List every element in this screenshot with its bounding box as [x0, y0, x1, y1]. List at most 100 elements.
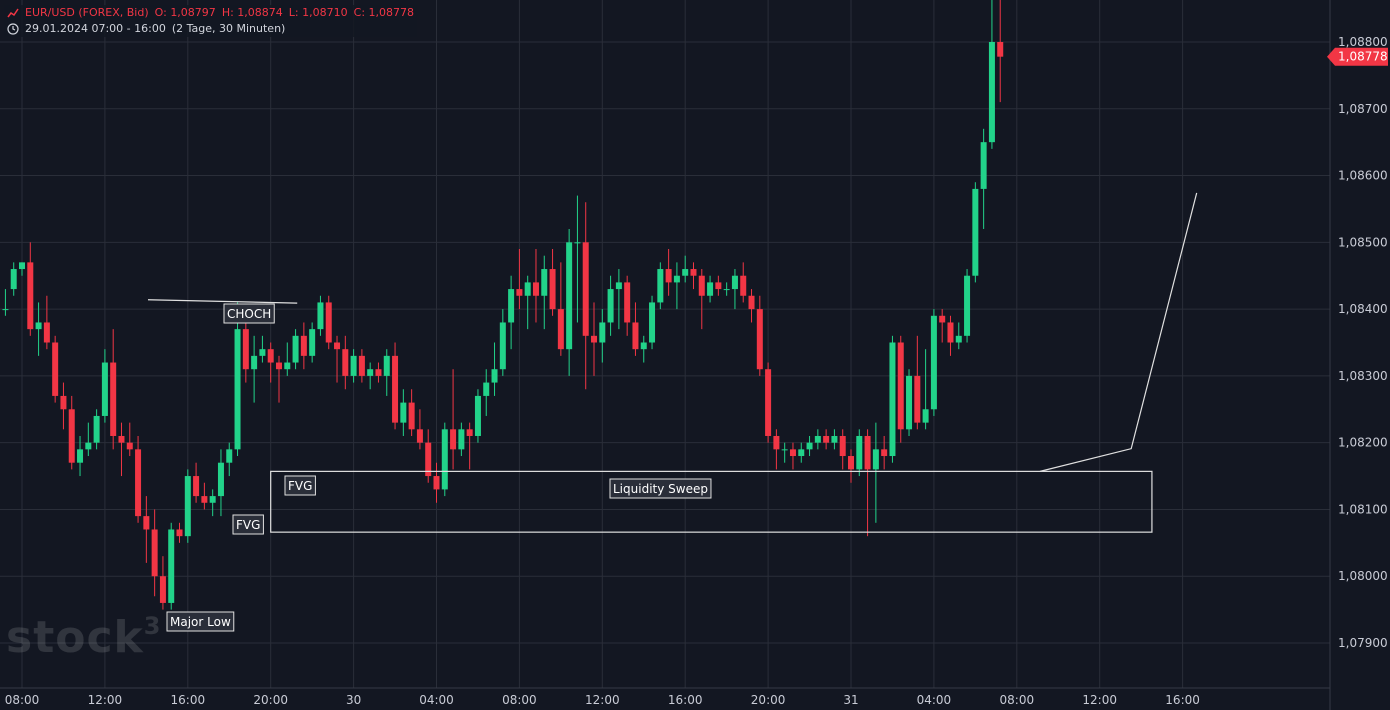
candle-bearish[interactable] [789, 449, 796, 457]
candle-bearish[interactable] [193, 476, 200, 497]
candle-bearish[interactable] [242, 329, 249, 370]
candle-bearish[interactable] [60, 395, 67, 410]
candle-bearish[interactable] [275, 362, 282, 370]
candle-bearish[interactable] [43, 322, 50, 343]
candle-bearish[interactable] [748, 295, 755, 310]
candle-bullish[interactable] [980, 142, 987, 189]
choch-label[interactable] [223, 303, 275, 324]
candle-bearish[interactable] [201, 496, 208, 503]
candle-bullish[interactable] [101, 362, 108, 416]
candle-bearish[interactable] [839, 435, 846, 457]
candle-bearish[interactable] [425, 442, 432, 477]
candle-bearish[interactable] [997, 42, 1004, 57]
candle-bearish[interactable] [632, 322, 639, 350]
candle-bearish[interactable] [392, 355, 399, 423]
candle-bullish[interactable] [814, 435, 821, 443]
candle-bullish[interactable] [508, 289, 515, 323]
candle-bearish[interactable] [756, 309, 763, 370]
candle-bearish[interactable] [27, 262, 34, 330]
candle-bearish[interactable] [947, 322, 954, 343]
candle-bullish[interactable] [350, 355, 357, 376]
candle-bearish[interactable] [881, 449, 888, 457]
candle-bullish[interactable] [317, 302, 324, 330]
candle-bullish[interactable] [2, 309, 9, 311]
candle-bearish[interactable] [665, 269, 672, 283]
candle-bullish[interactable] [707, 282, 714, 296]
candle-bullish[interactable] [831, 435, 838, 443]
candle-bullish[interactable] [309, 329, 316, 356]
candle-bullish[interactable] [251, 355, 258, 370]
candle-bullish[interactable] [85, 442, 92, 450]
candle-bearish[interactable] [591, 335, 598, 343]
candle-bearish[interactable] [300, 335, 307, 356]
candle-bearish[interactable] [765, 369, 772, 436]
candle-bullish[interactable] [731, 275, 738, 290]
candle-bullish[interactable] [19, 262, 25, 270]
candle-bullish[interactable] [168, 529, 175, 603]
candle-bearish[interactable] [110, 362, 117, 436]
candle-bullish[interactable] [499, 322, 506, 370]
candle-bearish[interactable] [698, 275, 705, 296]
candle-bearish[interactable] [897, 342, 904, 430]
candle-bearish[interactable] [408, 402, 415, 430]
candle-bearish[interactable] [159, 576, 166, 603]
candle-bullish[interactable] [673, 275, 680, 283]
candle-bearish[interactable] [135, 449, 142, 517]
candle-bullish[interactable] [284, 362, 291, 370]
candle-bullish[interactable] [10, 269, 17, 290]
candle-bullish[interactable] [964, 275, 971, 336]
candle-bullish[interactable] [922, 409, 929, 423]
candle-bearish[interactable] [267, 349, 274, 363]
candle-bearish[interactable] [143, 516, 150, 530]
candle-bearish[interactable] [416, 429, 423, 443]
candle-bullish[interactable] [93, 415, 100, 443]
liquidity-zone-box[interactable] [270, 470, 1153, 533]
candle-bullish[interactable] [458, 429, 465, 450]
candle-bearish[interactable] [532, 282, 539, 296]
candle-bullish[interactable] [367, 369, 374, 376]
candle-bearish[interactable] [823, 435, 830, 443]
candle-bearish[interactable] [939, 315, 946, 323]
candle-bullish[interactable] [955, 335, 962, 343]
fvg-label[interactable] [232, 514, 264, 535]
candle-bearish[interactable] [68, 409, 75, 463]
candle-bullish[interactable] [483, 382, 490, 396]
candle-bearish[interactable] [516, 289, 523, 296]
candle-bearish[interactable] [549, 269, 556, 310]
candle-bullish[interactable] [217, 462, 224, 497]
candle-bearish[interactable] [433, 476, 440, 490]
candle-bullish[interactable] [574, 242, 581, 244]
candle-bullish[interactable] [649, 302, 656, 343]
candle-bullish[interactable] [682, 269, 689, 276]
candle-bearish[interactable] [176, 529, 183, 537]
candle-bearish[interactable] [914, 375, 921, 423]
candle-bullish[interactable] [798, 449, 805, 457]
candle-bearish[interactable] [582, 242, 589, 336]
candle-bearish[interactable] [624, 282, 631, 323]
candle-bullish[interactable] [77, 449, 84, 463]
candle-bullish[interactable] [524, 282, 531, 296]
candle-bullish[interactable] [292, 335, 299, 363]
candle-bullish[interactable] [259, 349, 266, 356]
candle-bearish[interactable] [334, 342, 341, 350]
candle-bearish[interactable] [126, 442, 133, 450]
candle-bearish[interactable] [52, 342, 59, 396]
candle-bullish[interactable] [906, 375, 913, 430]
candle-bullish[interactable] [400, 402, 407, 423]
candle-bearish[interactable] [118, 435, 125, 443]
candle-bearish[interactable] [342, 349, 349, 376]
candle-bullish[interactable] [615, 282, 622, 290]
major-low-label[interactable] [166, 611, 235, 632]
candle-bullish[interactable] [566, 242, 573, 350]
candle-bullish[interactable] [474, 395, 481, 436]
candle-bearish[interactable] [466, 429, 473, 436]
candle-bearish[interactable] [557, 309, 564, 350]
candle-bullish[interactable] [930, 315, 937, 410]
candle-bullish[interactable] [889, 342, 896, 457]
candle-bearish[interactable] [151, 529, 158, 577]
candle-bullish[interactable] [806, 442, 813, 450]
candle-bearish[interactable] [740, 275, 747, 296]
candle-bullish[interactable] [856, 435, 863, 470]
